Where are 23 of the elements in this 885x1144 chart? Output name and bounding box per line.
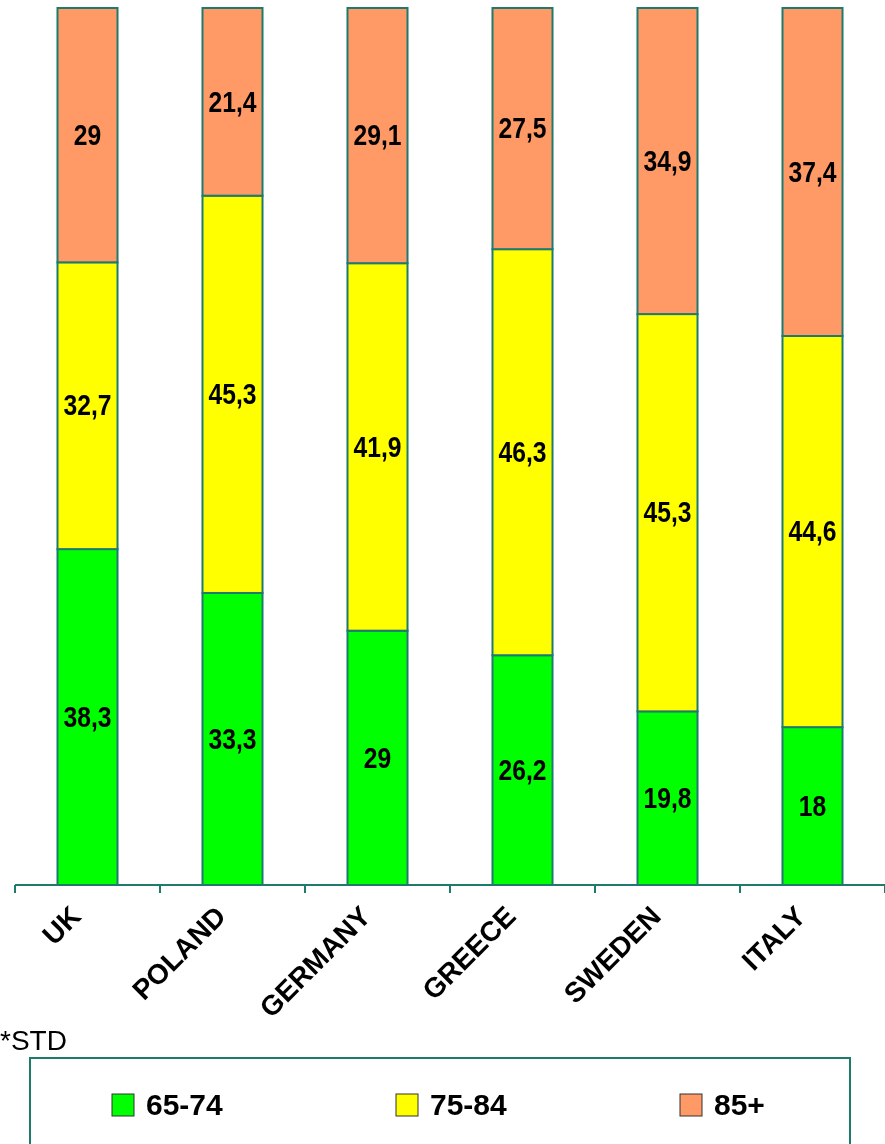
data-label: 33,3 bbox=[208, 722, 257, 756]
data-label: 19,8 bbox=[643, 782, 692, 815]
legend-label: 75-84 bbox=[430, 1088, 508, 1121]
data-label: 45,3 bbox=[208, 378, 257, 411]
data-label: 45,3 bbox=[643, 496, 692, 529]
legend-label: 65-74 bbox=[146, 1088, 224, 1121]
text: *STD bbox=[0, 1025, 67, 1056]
data-label: 44,6 bbox=[788, 515, 837, 548]
data-label: 41,9 bbox=[353, 430, 402, 464]
data-label: 29 bbox=[363, 741, 392, 774]
data-label: 46,3 bbox=[498, 436, 547, 469]
data-label: 37,4 bbox=[788, 155, 837, 189]
data-label: 27,5 bbox=[498, 112, 547, 145]
x-tick-label: UK bbox=[36, 900, 87, 951]
data-label: 21,4 bbox=[208, 85, 257, 118]
data-label: 38,3 bbox=[63, 700, 112, 734]
data-label: 26,2 bbox=[498, 753, 547, 787]
data-label: 32,7 bbox=[63, 389, 112, 422]
data-label: 34,9 bbox=[643, 144, 692, 178]
data-label: 29,1 bbox=[353, 119, 402, 152]
legend-label: 85+ bbox=[714, 1088, 765, 1121]
data-label: 18 bbox=[798, 789, 827, 823]
data-label: 29 bbox=[73, 119, 102, 152]
